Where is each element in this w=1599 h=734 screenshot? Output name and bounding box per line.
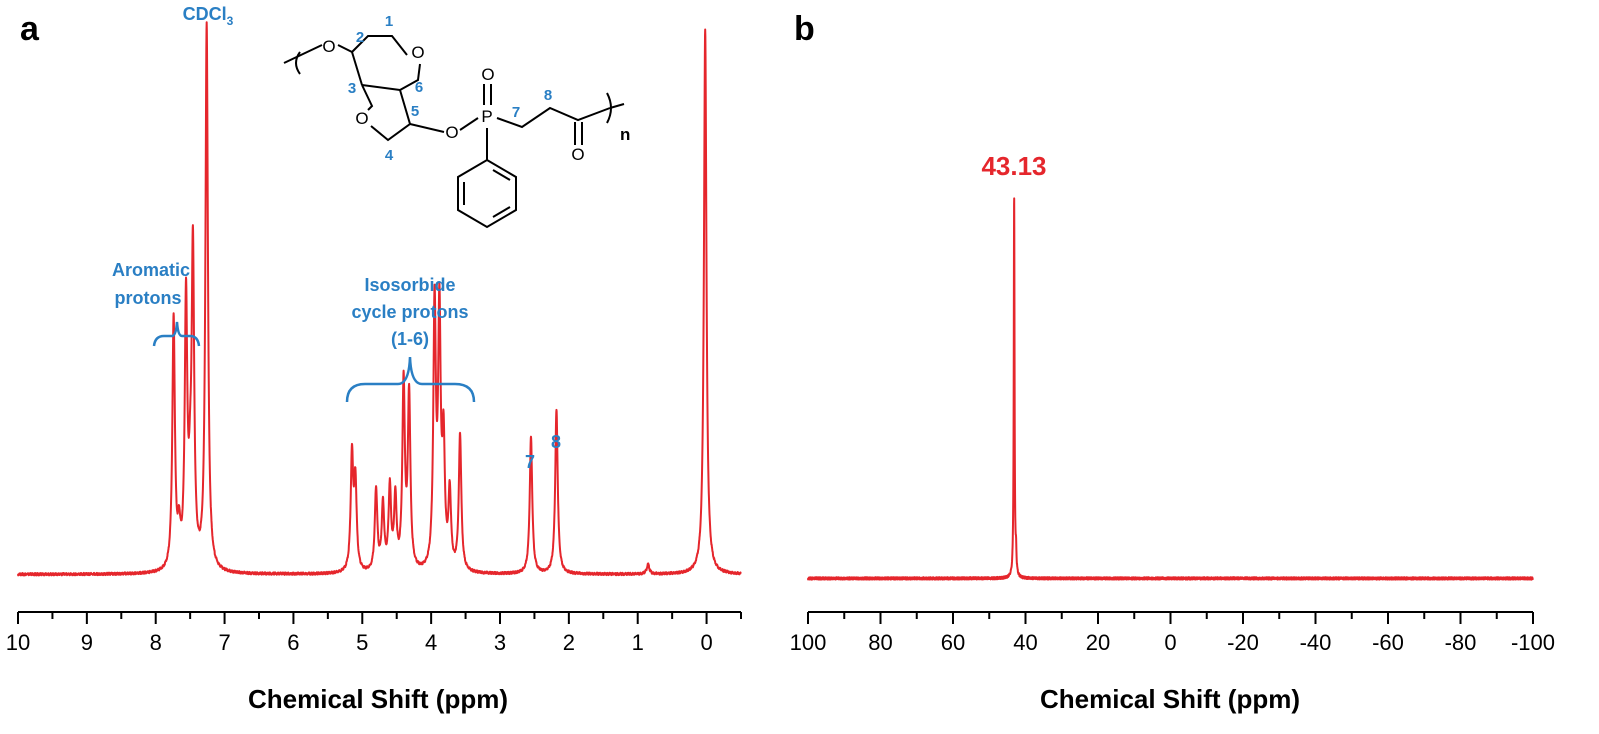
repeat-n: n — [620, 125, 630, 144]
tick-label-a: 5 — [356, 630, 368, 655]
peak-label-43-13: 43.13 — [981, 151, 1046, 181]
brace-isosorbide — [345, 356, 476, 403]
ring-upper-b — [399, 63, 421, 91]
x-axis-a: 10 9 8 7 6 5 4 3 2 1 0 — [6, 611, 742, 655]
repeat-bracket-left — [295, 51, 301, 75]
bond — [609, 103, 625, 109]
tick-label-b: -80 — [1445, 630, 1477, 655]
panel-label-a: a — [20, 10, 40, 48]
position-4: 4 — [385, 147, 394, 164]
position-3: 3 — [348, 80, 356, 97]
annotation-isosorbide-line1: Isosorbide — [364, 275, 455, 295]
bond — [459, 117, 479, 131]
tick-label-b: -40 — [1300, 630, 1332, 655]
x-axis-b: 100 80 60 40 20 0 -20 -40 -60 -80 -100 — [790, 611, 1555, 655]
atom-o: O — [571, 145, 584, 164]
atom-o: O — [322, 37, 335, 56]
position-1: 1 — [385, 13, 393, 30]
tick-label-a: 6 — [287, 630, 299, 655]
phenyl-inner — [492, 169, 511, 181]
annotation-cdcl3: CDCl3 — [183, 4, 234, 28]
tick-label-a: 3 — [494, 630, 506, 655]
ring-upper — [351, 35, 408, 56]
atom-o: O — [481, 65, 494, 84]
position-2: 2 — [356, 29, 364, 46]
atom-o: O — [355, 109, 368, 128]
position-8: 8 — [544, 87, 552, 104]
ring-lower — [361, 84, 374, 111]
bond — [361, 84, 401, 91]
spectrum-b-trace — [807, 197, 1534, 581]
bond — [351, 51, 363, 86]
spectrum-a-trace — [17, 21, 742, 577]
tick-label-a: 8 — [150, 630, 162, 655]
tick-label-a: 7 — [218, 630, 230, 655]
tick-label-b: -60 — [1372, 630, 1404, 655]
annotation-peak-8: 8 — [551, 432, 561, 452]
tick-label-b: 0 — [1164, 630, 1176, 655]
chemical-structure: O O O O P O O n 1 2 3 4 — [283, 13, 630, 229]
position-6: 6 — [415, 79, 423, 96]
bond — [283, 44, 323, 64]
tick-label-a: 9 — [81, 630, 93, 655]
x-axis-title-b: Chemical Shift (ppm) — [1040, 684, 1300, 714]
annotation-isosorbide-line2: cycle protons — [351, 302, 468, 322]
position-5: 5 — [411, 103, 419, 120]
panel-label-b: b — [794, 10, 815, 48]
tick-label-b: -20 — [1227, 630, 1259, 655]
phenyl-ring — [457, 158, 517, 229]
tick-label-b: 20 — [1086, 630, 1110, 655]
tick-label-a: 1 — [632, 630, 644, 655]
tick-label-a: 2 — [563, 630, 575, 655]
position-7: 7 — [512, 104, 520, 121]
bond — [337, 44, 353, 53]
bond — [409, 123, 445, 133]
x-axis-title-a: Chemical Shift (ppm) — [248, 684, 508, 714]
annotation-aromatic-line2: protons — [115, 288, 182, 308]
tick-label-a: 4 — [425, 630, 437, 655]
ring-lower-b — [370, 89, 412, 142]
tick-label-b: 100 — [790, 630, 827, 655]
annotation-aromatic-line1: Aromatic — [112, 260, 190, 280]
tick-label-b: -100 — [1511, 630, 1555, 655]
atom-p: P — [481, 107, 492, 126]
tick-label-b: 60 — [941, 630, 965, 655]
annotation-peak-7: 7 — [525, 452, 535, 472]
tick-label-b: 40 — [1013, 630, 1037, 655]
chain — [496, 106, 611, 129]
tick-label-a: 0 — [700, 630, 712, 655]
tick-label-b: 80 — [868, 630, 892, 655]
brace-aromatic — [152, 321, 201, 347]
atom-o: O — [411, 43, 424, 62]
atom-o: O — [445, 123, 458, 142]
phenyl-inner — [492, 206, 511, 218]
tick-label-a: 10 — [6, 630, 30, 655]
annotation-isosorbide-line3: (1-6) — [391, 329, 429, 349]
